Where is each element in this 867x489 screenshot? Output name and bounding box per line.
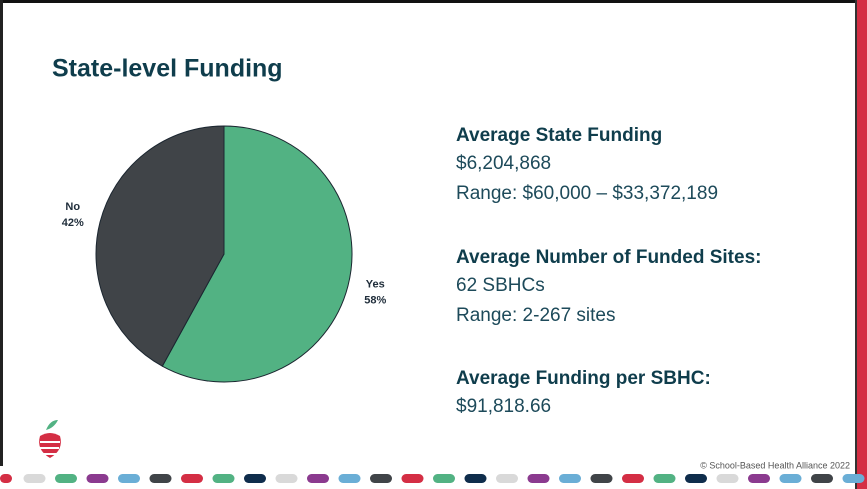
decor-dash — [212, 474, 235, 483]
decor-dash — [842, 474, 865, 483]
decor-dash — [55, 474, 77, 483]
copyright: © School-Based Health Alliance 2022 — [700, 460, 850, 470]
right-bar — [857, 0, 867, 489]
slide-title: State-level Funding — [52, 55, 283, 83]
left-border — [0, 0, 3, 466]
pie-value-label: 42% — [62, 217, 84, 229]
decor-dash — [496, 474, 518, 483]
stat-line: 62 SBHCs — [456, 275, 545, 296]
stat-heading: Average Funding per SBHC: — [456, 368, 711, 389]
pie-category-label: No — [65, 201, 80, 213]
decor-dash — [779, 474, 802, 483]
pie-slice — [161, 125, 353, 383]
logo-stripes — [40, 441, 60, 455]
pie-value-label: 58% — [364, 295, 386, 307]
decor-dash — [149, 474, 172, 483]
stat-line: $91,818.66 — [456, 396, 551, 417]
logo-apple — [39, 433, 61, 458]
decor-dash — [685, 474, 707, 483]
stat-heading: Average Number of Funded Sites: — [456, 247, 761, 268]
decor-dash — [23, 474, 46, 483]
right-border — [855, 0, 857, 489]
stat-line: Range: $60,000 – $33,372,189 — [456, 183, 718, 204]
decor-dash — [559, 474, 581, 483]
pie-category-label: Yes — [366, 279, 385, 291]
decor-dash — [527, 474, 550, 483]
decor-dash — [0, 474, 12, 483]
decor-dash — [338, 474, 361, 483]
decor-dash — [401, 474, 424, 483]
decor-dash — [464, 474, 487, 483]
decor-dash — [433, 474, 455, 483]
decor-dash — [244, 474, 266, 483]
decor-dash — [590, 474, 613, 483]
stat-line: Range: 2-267 sites — [456, 305, 616, 326]
top-border — [0, 0, 857, 3]
decor-dash — [716, 474, 739, 483]
logo-leaf — [46, 420, 58, 430]
decor-dash — [307, 474, 329, 483]
decor-dash — [370, 474, 392, 483]
decor-dash — [86, 474, 109, 483]
decor-dash — [118, 474, 140, 483]
stat-heading: Average State Funding — [456, 125, 662, 146]
decor-dash — [622, 474, 644, 483]
decor-dash — [748, 474, 770, 483]
stat-line: $6,204,868 — [456, 153, 551, 174]
decor-dash — [181, 474, 203, 483]
decor-dash — [275, 474, 298, 483]
logo — [39, 420, 61, 458]
decor-dash — [811, 474, 833, 483]
pie-slice — [95, 125, 225, 367]
decor-dash — [653, 474, 676, 483]
